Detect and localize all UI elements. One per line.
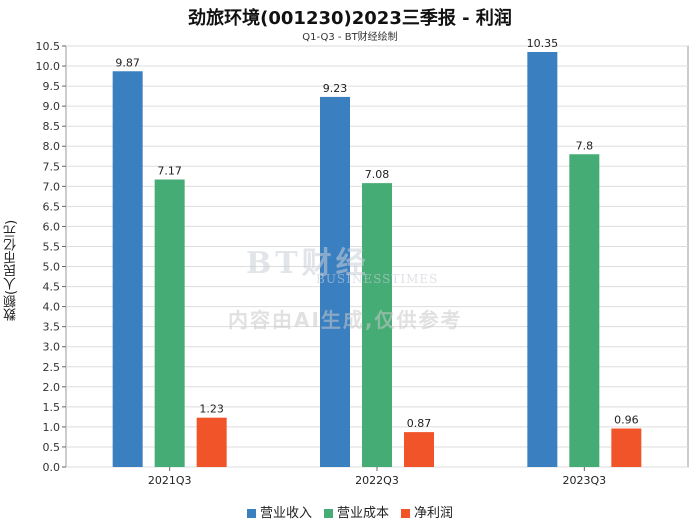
y-tick-label: 1.0 (43, 421, 61, 434)
y-tick-label: 3.5 (43, 321, 61, 334)
y-tick-label: 6.5 (43, 200, 61, 213)
data-label: 0.87 (407, 417, 432, 430)
y-tick-label: 5.0 (43, 261, 61, 274)
data-label: 7.17 (157, 165, 182, 178)
bar (362, 183, 392, 467)
data-label: 9.87 (115, 56, 140, 69)
bar (154, 179, 185, 467)
legend-swatch (401, 509, 410, 518)
chart-subtitle: Q1-Q3 - BT财经绘制 (302, 32, 398, 43)
data-label: 1.23 (199, 403, 224, 416)
y-tick-label: 3.0 (43, 341, 61, 354)
bar (112, 71, 143, 467)
legend-label: 营业成本 (336, 506, 389, 521)
y-tick-label: 2.5 (43, 361, 61, 374)
x-tick-label: 2023Q3 (563, 474, 607, 487)
y-tick-label: 9.5 (43, 80, 61, 93)
y-tick-label: 4.5 (43, 281, 61, 294)
y-tick-label: 6.0 (43, 220, 61, 233)
legend-swatch (323, 509, 333, 518)
y-tick-label: 1.5 (43, 401, 61, 414)
y-tick-label: 5.5 (43, 240, 61, 253)
y-tick-label: 2.0 (43, 381, 61, 394)
y-tick-label: 9.0 (43, 100, 61, 113)
bar (611, 428, 642, 467)
y-tick-label: 10.0 (36, 60, 61, 73)
y-tick-label: 8.0 (43, 140, 61, 153)
legend-item: 营业成本 (323, 502, 389, 521)
bar (527, 52, 558, 468)
y-tick-label: 10.5 (36, 40, 61, 53)
data-label: 10.35 (527, 37, 559, 50)
legend-item: 净利润 (401, 502, 453, 521)
legend-item: 营业收入 (246, 502, 312, 521)
y-tick-label: 8.5 (43, 120, 61, 133)
legend-label: 营业收入 (259, 506, 312, 521)
y-tick-label: 0.0 (43, 461, 61, 474)
y-tick-label: 7.0 (43, 180, 61, 193)
data-label: 7.8 (576, 139, 594, 152)
legend-swatch (246, 509, 256, 518)
bar (569, 154, 600, 467)
x-tick-label: 2022Q3 (355, 474, 399, 487)
bar (196, 417, 227, 467)
legend-label: 净利润 (414, 506, 454, 521)
y-tick-label: 7.5 (43, 160, 61, 173)
chart-title: 劲旅环境(001230)2023三季报 - 利润 (188, 8, 512, 29)
bar (404, 432, 434, 467)
bar-chart: 0.0 0.5 1.0 1.5 2.0 2.5 3.0 3.5 4.0 4.5 5.0 5.5 6.0 6… (36, 37, 689, 487)
y-tick-label: 4.0 (43, 301, 61, 314)
y-tick-label: 0.5 (43, 441, 61, 454)
chart-legend: 营业收入 营业成本 净利润 (0, 502, 700, 521)
x-tick-label: 2021Q3 (148, 474, 192, 487)
data-label: 7.08 (365, 168, 390, 181)
bar (320, 96, 350, 467)
data-label: 0.96 (614, 414, 639, 427)
data-label: 9.23 (323, 82, 348, 95)
